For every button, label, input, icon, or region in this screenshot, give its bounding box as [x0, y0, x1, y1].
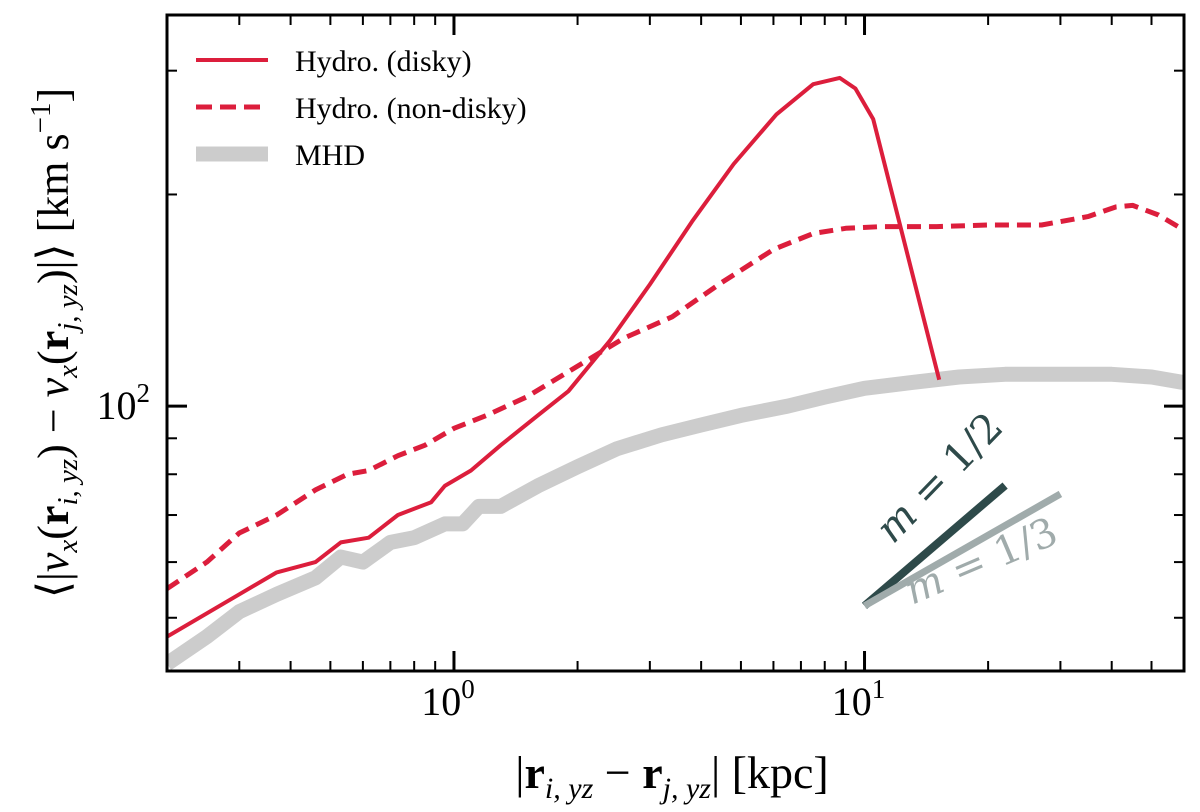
plot-frame [165, 13, 1186, 673]
ylabel-x1: x [52, 540, 84, 554]
ylabel-exp: −1 [25, 103, 57, 134]
series-layer [167, 75, 1184, 670]
ylabel-open: ⟨| [29, 572, 78, 598]
x-tick-label: 100 [421, 674, 475, 724]
xlabel-sub2: j, yz [659, 772, 712, 805]
ylabel-r1: r [29, 506, 78, 526]
legend-label: Hydro. (disky) [295, 45, 472, 78]
legend-label: MHD [295, 139, 365, 172]
ylabel-p2: ( [29, 350, 78, 365]
x-tick-label: 101 [832, 674, 886, 724]
ylabel-v1: v [29, 552, 78, 572]
xlabel-sub1: i, yz [545, 772, 594, 805]
xlabel-bar1: | [515, 747, 524, 798]
ylabel-v2: v [29, 377, 78, 397]
ylabel-unit: )|⟩ [km s [29, 133, 78, 284]
y-axis-title: ⟨|vx(ri, yz) − vx(rj, yz)|⟩ [km s−1] [25, 88, 84, 598]
y-tick-label: 102 [97, 378, 151, 428]
reference-slope-line [862, 490, 1063, 609]
series-line-hydro-non-disky [167, 202, 1184, 591]
ylabel-x2: x [52, 365, 84, 379]
xlabel-minus: − [593, 747, 642, 798]
ylabel-mid: ) − [29, 397, 78, 458]
xlabel-r2: r [642, 747, 662, 798]
ylabel-close: ] [29, 88, 78, 103]
xlabel-r1: r [525, 747, 545, 798]
reference-slope-line [861, 482, 1008, 609]
slope-layer [861, 482, 1063, 609]
ylabel-r2: r [29, 331, 78, 351]
legend-label: Hydro. (non-disky) [295, 92, 527, 125]
tick-labels: 100 101 102 [97, 378, 886, 724]
legend: Hydro. (disky) Hydro. (non-disky) MHD [196, 45, 527, 172]
x-axis-title: |ri, yz − rj, yz| [kpc] [515, 747, 828, 805]
ylabel-sub2: j, yz [52, 284, 84, 335]
ylabel-sub1: i, yz [52, 459, 84, 506]
major-ticks [167, 15, 1184, 671]
minor-ticks [167, 15, 1184, 671]
series-line-hydro-disky [167, 75, 942, 639]
series-line-mhd [167, 366, 1184, 670]
y-axis-title-group: ⟨|vx(ri, yz) − vx(rj, yz)|⟩ [km s−1] [25, 88, 84, 598]
xlabel-unit: | [kpc] [711, 747, 829, 798]
ylabel-p1: ( [29, 525, 78, 540]
